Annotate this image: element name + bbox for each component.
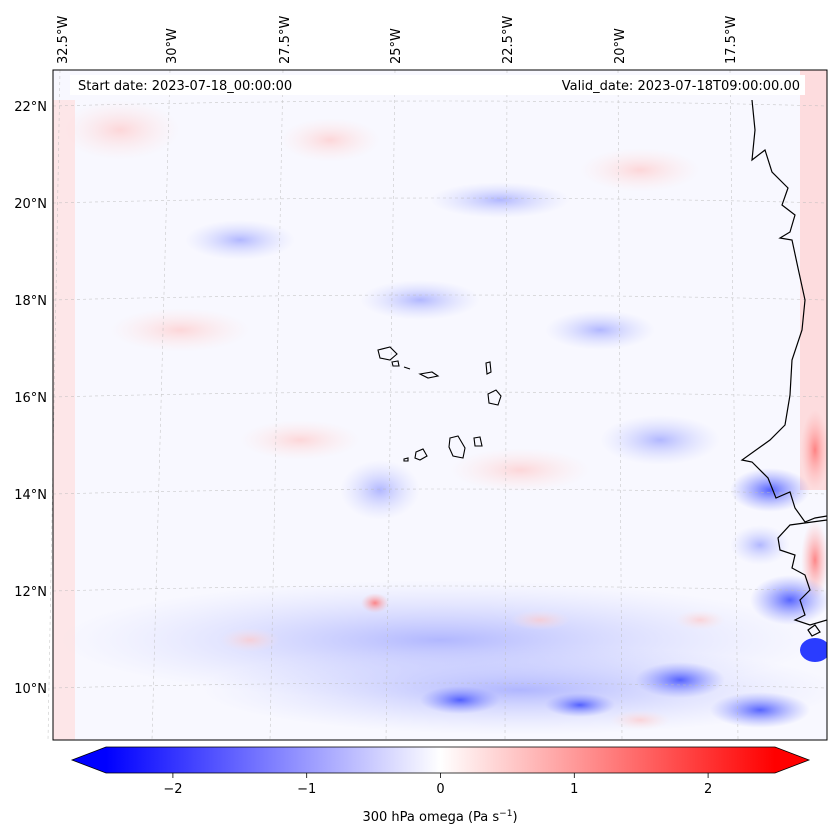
colorbar-tick-label: −1 [297, 782, 316, 797]
colorbar-tick-label: 1 [570, 782, 578, 797]
lon-label: 17.5°W [724, 16, 739, 64]
lat-label: 14°N [14, 488, 47, 503]
map-panel: Start date: 2023-07-18_00:00:00 Valid_da… [47, 69, 828, 741]
header-band [70, 75, 805, 95]
longitude-labels: 32.5°W 30°W 27.5°W 25°W 22.5°W 20°W 17.5… [56, 16, 739, 64]
colorbar-label: 300 hPa omega (Pa s−1) [362, 809, 517, 825]
lat-label: 18°N [14, 294, 47, 309]
lat-label: 16°N [14, 391, 47, 406]
lon-label: 27.5°W [278, 16, 293, 64]
colorbar-tick-label: 2 [704, 782, 712, 797]
lon-label: 30°W [165, 28, 180, 64]
cape-verde-islands [377, 346, 502, 462]
colorbar-extend-high [775, 747, 809, 773]
lat-label: 10°N [14, 682, 47, 697]
colorbar-tick-label: −2 [163, 782, 182, 797]
lon-label: 32.5°W [56, 16, 71, 64]
lon-label: 25°W [389, 28, 404, 64]
lon-label: 22.5°W [501, 16, 516, 64]
graticule [47, 69, 828, 741]
start-date-label: Start date: 2023-07-18_00:00:00 [78, 79, 292, 94]
lon-label: 20°W [613, 28, 628, 64]
colorbar-ticks: −2 −1 0 1 2 [163, 773, 712, 797]
colorbar-ramp [106, 747, 775, 773]
latitude-labels: 22°N 20°N 18°N 16°N 14°N 12°N 10°N [14, 100, 47, 697]
omega-field [53, 70, 827, 740]
lat-label: 20°N [14, 197, 47, 212]
lat-label: 22°N [14, 100, 47, 115]
colorbar-tick-label: 0 [436, 782, 444, 797]
coastline [740, 99, 827, 637]
lat-label: 12°N [14, 585, 47, 600]
valid-date-label: Valid_date: 2023-07-18T09:00:00.00 [562, 79, 800, 94]
colorbar: −2 −1 0 1 2 300 hPa omega (Pa s−1) [70, 746, 811, 825]
colorbar-extend-low [72, 747, 106, 773]
